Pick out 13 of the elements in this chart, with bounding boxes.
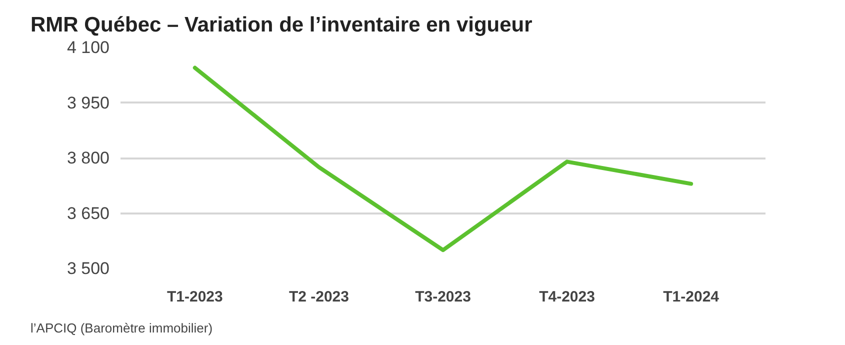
y-tick-label: 3 800 <box>66 148 110 168</box>
y-tick-label: 3 500 <box>66 259 110 278</box>
text: l’APCIQ (Baromètre immobilier) <box>30 320 213 336</box>
x-tick-label: T1-2024 <box>663 288 720 306</box>
x-tick-label: T1-2023 <box>166 288 223 306</box>
y-tick-label: 3 950 <box>66 93 110 112</box>
x-tick-label: T3-2023 <box>415 288 471 306</box>
x-tick-label: T2 -2023 <box>288 288 349 306</box>
y-tick-label: 3 650 <box>66 204 110 223</box>
y-tick-label: 4 100 <box>66 38 110 57</box>
chart-title: RMR Québec – Variation de l’inventaire en vigueur <box>30 14 532 36</box>
x-tick-label: T4-2023 <box>539 288 595 306</box>
line-series <box>192 66 694 252</box>
